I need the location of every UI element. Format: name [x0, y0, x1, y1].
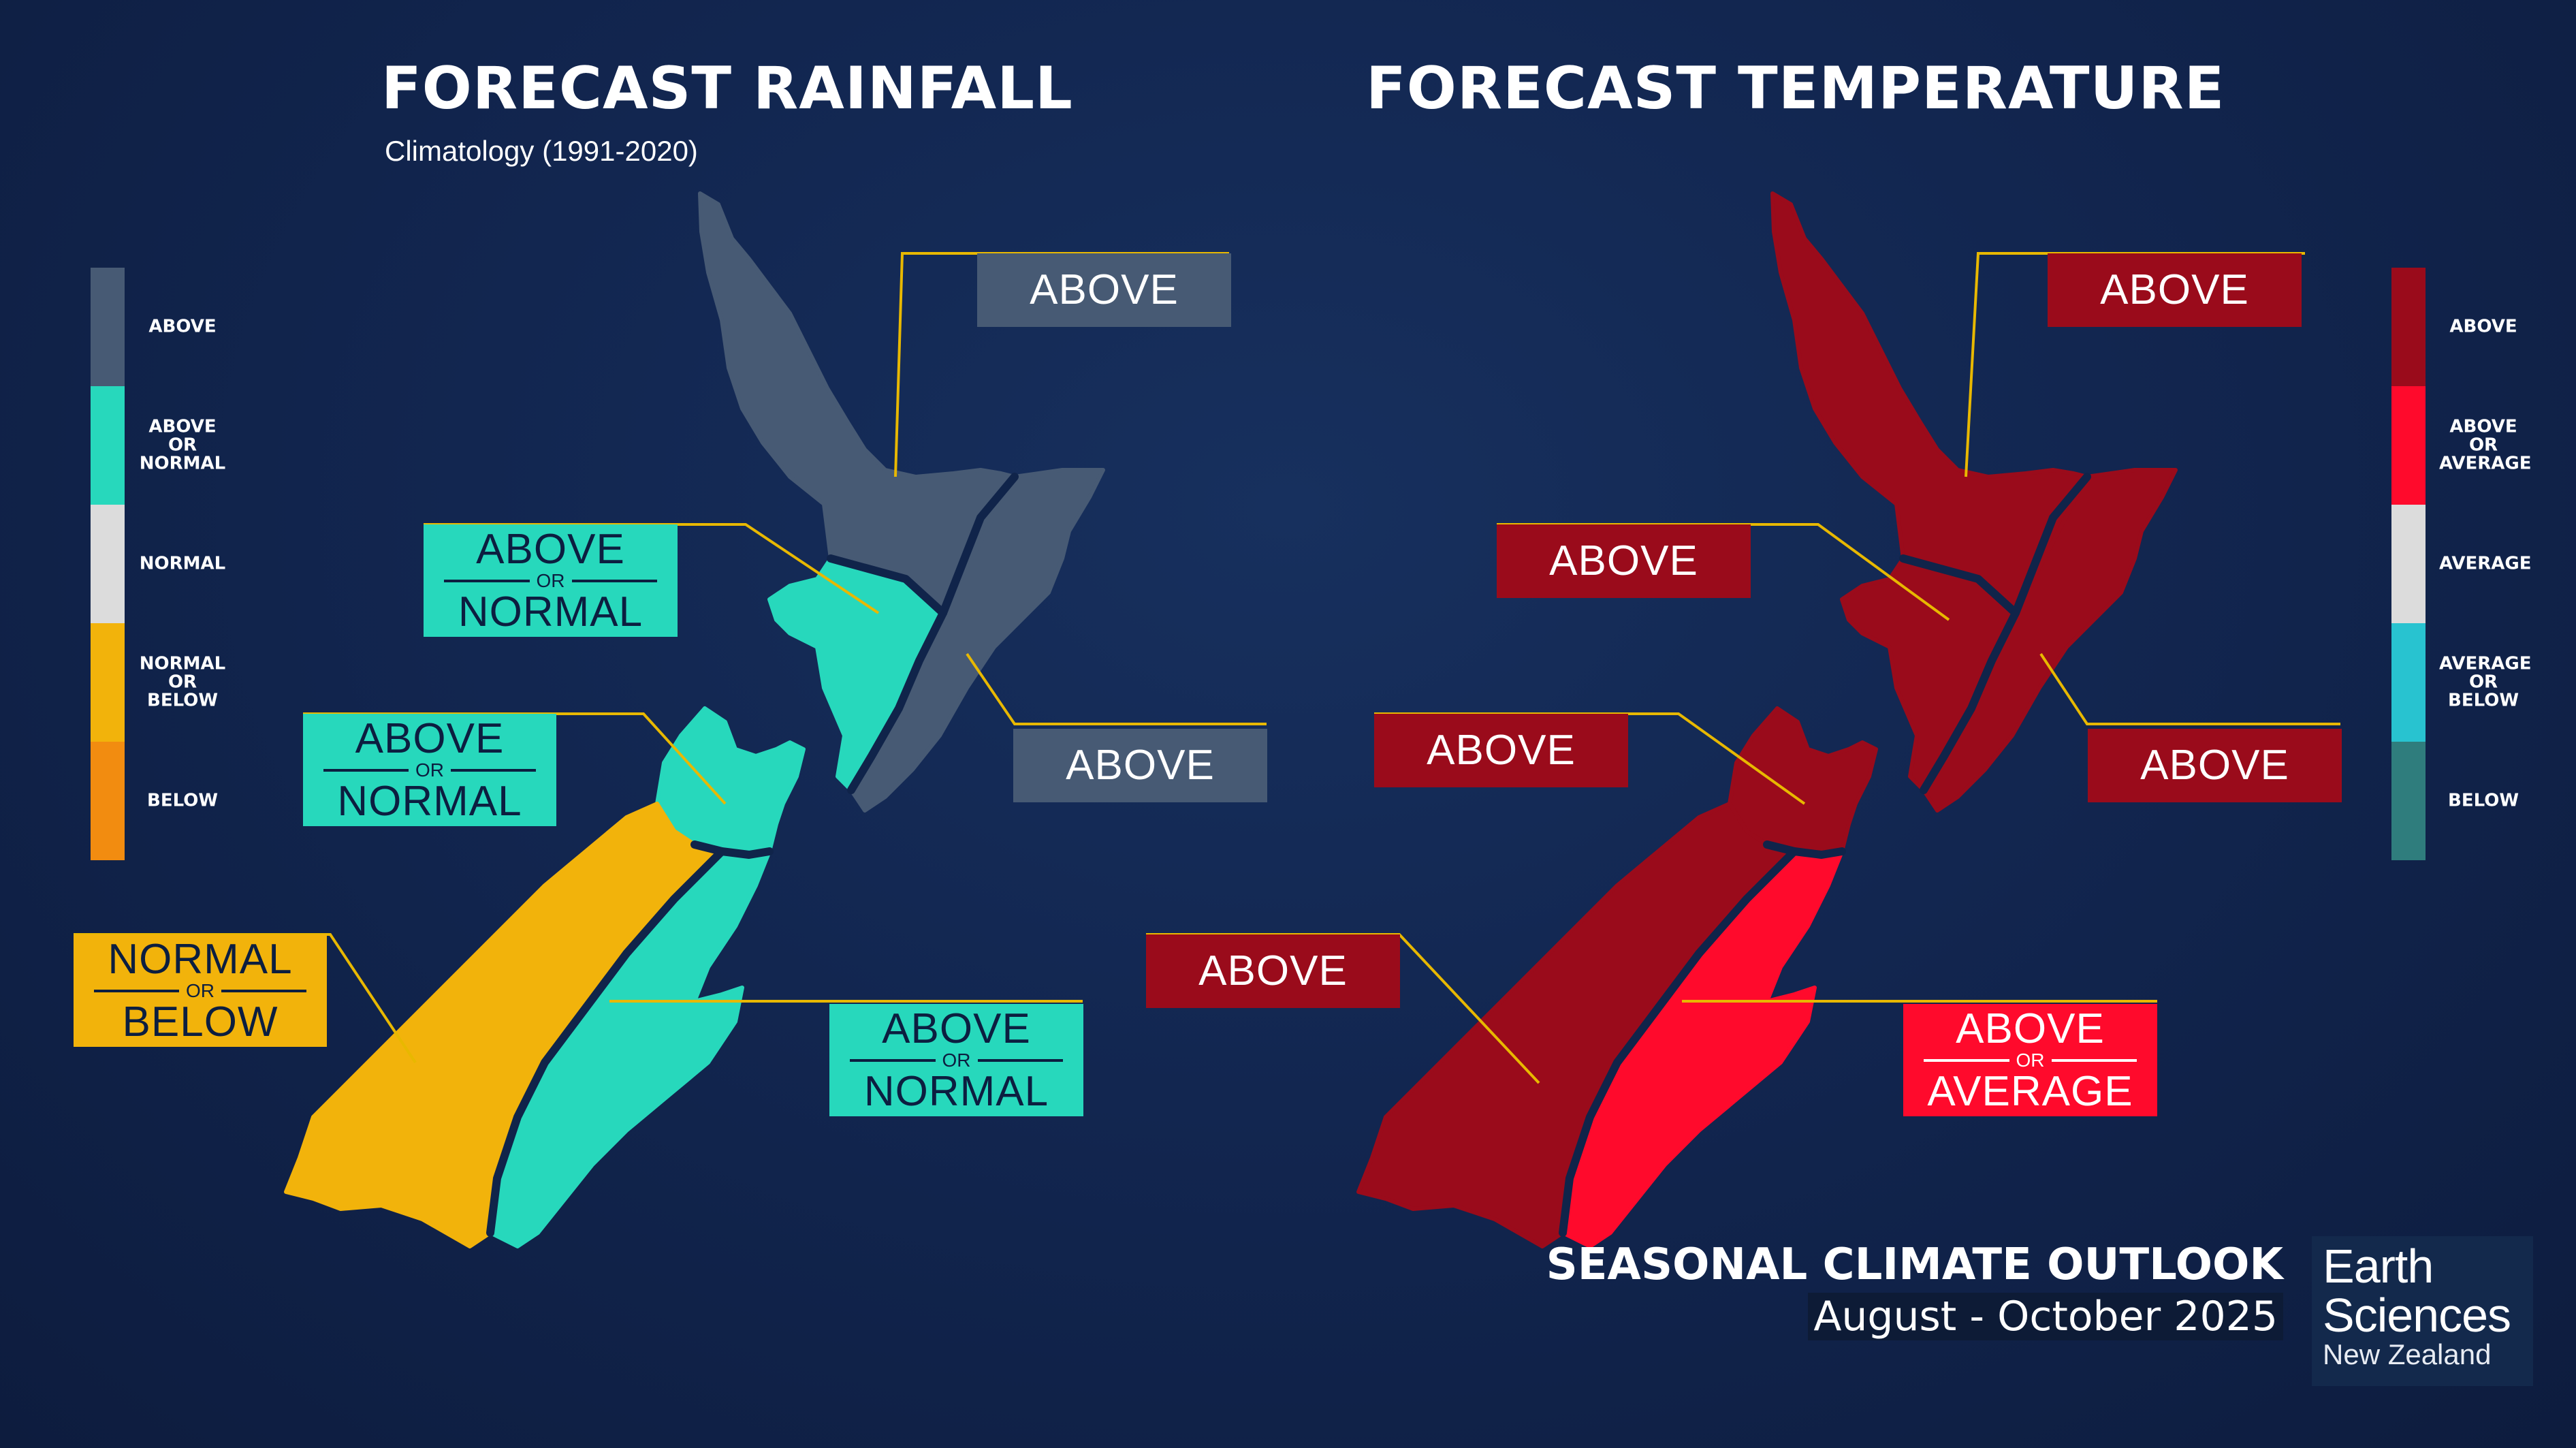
rainfall-region-boundary: [847, 473, 1019, 794]
temperature-legend-label: ABOVE OR AVERAGE: [2439, 416, 2532, 474]
temperature-map: [1356, 191, 2178, 1248]
rainfall-label-west-north-island: ABOVE OR NORMAL: [424, 524, 678, 637]
rainfall-map: [284, 191, 1105, 1248]
temperature-leader-line: [2039, 652, 2340, 725]
temperature-region-boundary: [1559, 847, 1798, 1237]
temperature-label-or-divider: OR: [1923, 1050, 2137, 1071]
rainfall-legend-label: NORMAL: [139, 553, 226, 574]
temperature-legend-swatch: [2391, 268, 2426, 386]
rainfall-label-bottom: NORMAL: [337, 777, 522, 825]
rainfall-legend-label: NORMAL OR BELOW: [139, 653, 226, 711]
temperature-label-bottom: AVERAGE: [1927, 1067, 2133, 1115]
footer-period: August - October 2025: [1808, 1293, 2283, 1340]
rainfall-label-east-south-island: ABOVE OR NORMAL: [829, 1004, 1083, 1116]
rainfall-legend-swatch: [91, 268, 125, 386]
logo-line-2: Sciences: [2323, 1289, 2511, 1342]
temperature-legend-label: AVERAGE: [2439, 553, 2532, 574]
rainfall-label-bottom: NORMAL: [863, 1067, 1049, 1115]
rainfall-region-boundary: [690, 840, 774, 859]
logo-line-3: New Zealand: [2323, 1338, 2492, 1370]
temperature-label-text: ABOVE: [2100, 266, 2249, 313]
rainfall-subtitle: Climatology (1991-2020): [385, 135, 698, 167]
temperature-region-boundary: [1763, 840, 1846, 859]
rainfall-label-top: ABOVE: [355, 714, 505, 762]
temperature-label-top: ABOVE: [1956, 1005, 2105, 1052]
temperature-legend-swatch: [2391, 623, 2426, 742]
temperature-label-west-north-island: ABOVE: [1497, 524, 1751, 598]
rainfall-legend-swatch: [91, 623, 125, 742]
rainfall-label-bottom: BELOW: [122, 998, 279, 1045]
rainfall-legend-swatch: [91, 386, 125, 505]
rainfall-label-text: ABOVE: [1030, 266, 1179, 313]
rainfall-label-or-divider: OR: [443, 571, 658, 591]
rainfall-legend-label: ABOVE OR NORMAL: [139, 416, 226, 474]
rainfall-label-or-divider: OR: [93, 981, 307, 1001]
temperature-label-text: ABOVE: [1549, 537, 1698, 584]
temperature-label-north-south-island: ABOVE: [1374, 714, 1628, 787]
footer-title: SEASONAL CLIMATE OUTLOOK: [1546, 1240, 2283, 1290]
rainfall-label-north-south-island: ABOVE OR NORMAL: [303, 714, 556, 826]
rainfall-label-west-south-island: NORMAL OR BELOW: [74, 934, 327, 1047]
temperature-legend-label: BELOW: [2448, 790, 2519, 811]
rainfall-region-north-north-island: [698, 191, 1017, 615]
rainfall-label-top: ABOVE: [476, 525, 625, 573]
temperature-label-east-south-island: ABOVE OR AVERAGE: [1903, 1004, 2157, 1116]
rainfall-label-or-divider: OR: [849, 1050, 1064, 1071]
rainfall-label-top: ABOVE: [882, 1005, 1031, 1052]
temperature-label-west-south-island: ABOVE: [1146, 934, 1400, 1008]
temperature-label-north-north-island: ABOVE: [2048, 253, 2302, 327]
earth-sciences-nz-logo: Earth Sciences New Zealand: [2312, 1236, 2533, 1386]
temperature-label-text: ABOVE: [2140, 742, 2289, 789]
rainfall-region-boundary: [827, 554, 947, 617]
rainfall-title: FORECAST RAINFALL: [381, 54, 1073, 123]
rainfall-legend-label: BELOW: [147, 790, 218, 811]
footer: SEASONAL CLIMATE OUTLOOK August - Octobe…: [1466, 1240, 2283, 1349]
rainfall-label-or-divider: OR: [323, 760, 537, 781]
temperature-legend-swatch: [2391, 742, 2426, 860]
rainfall-label-bottom: NORMAL: [458, 588, 643, 635]
rainfall-label-text: ABOVE: [1066, 742, 1215, 789]
temperature-legend-label: ABOVE: [2449, 316, 2517, 337]
temperature-legend-label: AVERAGE OR BELOW: [2439, 653, 2532, 711]
temperature-legend: ABOVE ABOVE OR AVERAGE AVERAGE AVERAGE OR BELOW…: [2391, 268, 2531, 860]
temperature-region-boundary: [1899, 554, 2020, 617]
rainfall-legend-label: ABOVE: [148, 316, 217, 337]
temperature-legend-swatch: [2391, 386, 2426, 505]
rainfall-legend: ABOVE ABOVE OR NORMAL NORMAL NORMAL OR BELOW BEL…: [91, 268, 225, 860]
logo-line-1: Earth: [2323, 1240, 2434, 1293]
temperature-region-north-north-island: [1770, 191, 2089, 615]
rainfall-label-east-north-island: ABOVE: [1013, 729, 1267, 802]
rainfall-region-boundary: [486, 847, 726, 1237]
temperature-legend-swatch: [2391, 505, 2426, 623]
temperature-title: FORECAST TEMPERATURE: [1366, 54, 2225, 123]
rainfall-legend-swatch: [91, 742, 125, 860]
temperature-label-east-north-island: ABOVE: [2088, 729, 2342, 802]
rainfall-legend-swatch: [91, 505, 125, 623]
rainfall-label-north-north-island: ABOVE: [977, 253, 1231, 327]
temperature-label-text: ABOVE: [1198, 947, 1348, 994]
temperature-region-boundary: [1920, 473, 2091, 794]
rainfall-label-top: NORMAL: [108, 935, 293, 983]
temperature-label-text: ABOVE: [1427, 727, 1576, 774]
rainfall-leader-line: [966, 652, 1267, 725]
